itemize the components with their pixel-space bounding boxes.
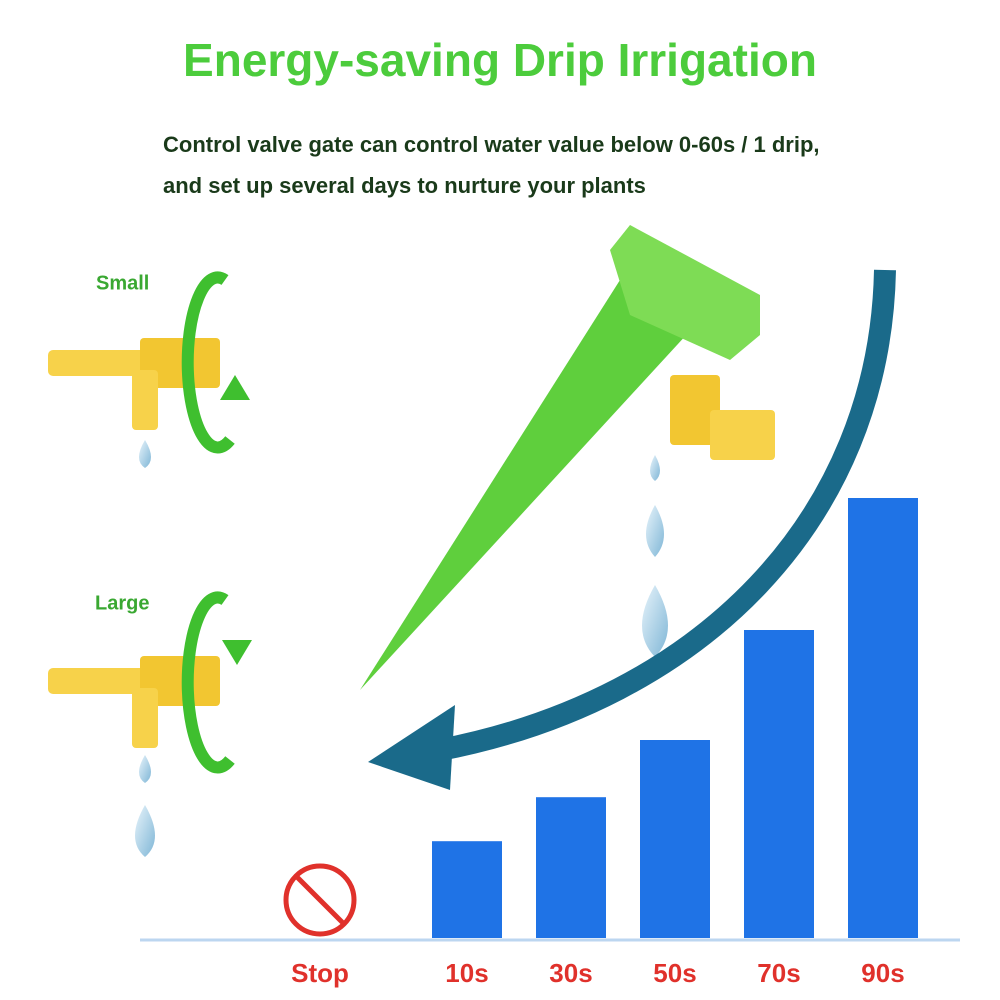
x-tick-label: 10s	[445, 958, 488, 988]
valve-large	[48, 591, 252, 857]
x-tick-label: 50s	[653, 958, 696, 988]
x-tick-label: 90s	[861, 958, 904, 988]
x-tick-label: 30s	[549, 958, 592, 988]
x-tick-label: 70s	[757, 958, 800, 988]
bar	[640, 740, 710, 938]
stop-icon	[294, 874, 346, 926]
bar	[536, 797, 606, 938]
bar	[848, 498, 918, 938]
annotation: Small	[96, 272, 149, 294]
chart-title: Energy-saving Drip Irrigation	[183, 34, 817, 86]
stop-icon	[283, 863, 357, 937]
subtitle: Control valve gate can control water val…	[163, 132, 820, 157]
curved-arrow	[368, 269, 896, 790]
bar	[432, 841, 502, 938]
bar	[744, 630, 814, 938]
subtitle: and set up several days to nurture your …	[163, 173, 646, 198]
valve-small	[48, 271, 250, 468]
x-tick-label: Stop	[291, 958, 349, 988]
annotation: Large	[95, 592, 149, 614]
spike	[360, 225, 775, 690]
